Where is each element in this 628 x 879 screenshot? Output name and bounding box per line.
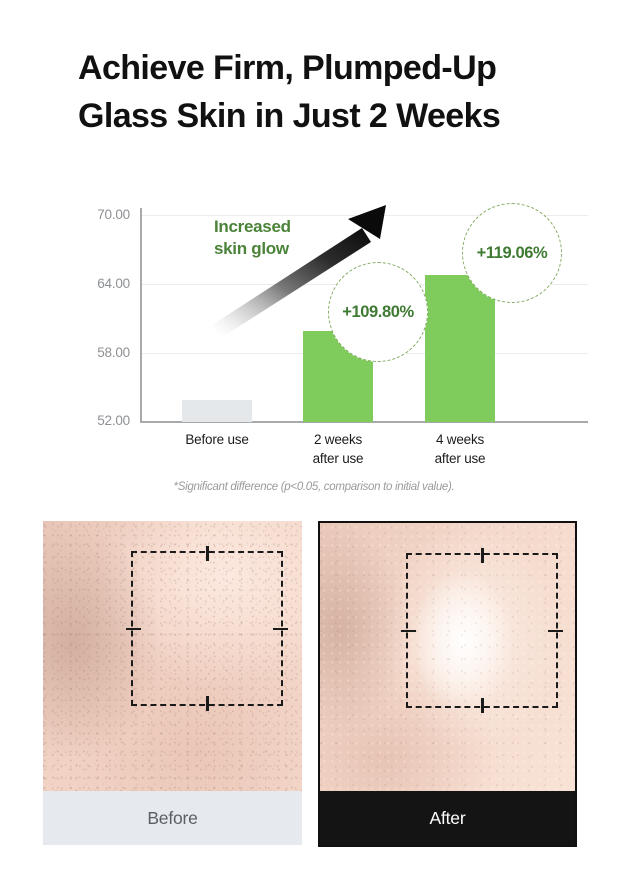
roi-tick-right-icon (548, 629, 563, 632)
bar-4-weeks-after-use (425, 274, 495, 422)
x-label-before-use-line-1: Before use (185, 432, 249, 447)
x-label-4-weeks-line-2: after use (434, 451, 486, 467)
after-skin-texture (320, 523, 575, 791)
x-label-2-weeks-line-1: 2 weeks (313, 432, 363, 447)
callout-increase-4-weeks: +119.06% (462, 203, 562, 303)
trend-annotation-label: Increased skin glow (214, 216, 324, 260)
before-photo (43, 521, 302, 791)
x-label-2-weeks-line-2: after use (312, 451, 364, 467)
roi-tick-left-icon (126, 627, 141, 630)
upward-trend-arrow-icon (212, 205, 386, 338)
y-tick-label-52: 52.00 (97, 413, 130, 428)
trend-annotation-line-1: Increased (214, 217, 291, 236)
x-label-4-weeks-after-use: 4 weeks after use (400, 430, 520, 468)
skin-glow-bar-chart: 70.00 64.00 58.00 52.00 Increased skin g… (58, 0, 588, 505)
y-tick-label-64: 64.00 (97, 276, 130, 291)
y-tick-label-70: 70.00 (97, 207, 130, 222)
page-title-line-1: Achieve Firm, Plumped-Up (78, 49, 497, 87)
page-title: Achieve Firm, Plumped-Up Glass Skin in J… (78, 44, 578, 141)
after-photo (320, 523, 575, 791)
callout-increase-4-weeks-value: +119.06% (476, 243, 548, 262)
callout-increase-2-weeks: +109.80% (328, 262, 428, 362)
x-label-2-weeks-after-use: 2 weeks after use (278, 430, 398, 468)
y-tick-label-58: 58.00 (97, 345, 130, 360)
trend-annotation-line-2: skin glow (214, 239, 289, 259)
y-axis-line (140, 208, 142, 423)
page-title-line-2: Glass Skin in Just 2 Weeks (78, 97, 501, 136)
before-panel: Before (43, 521, 302, 845)
roi-tick-left-icon (401, 629, 416, 632)
bar-before-use (182, 400, 252, 422)
x-label-before-use: Before use (157, 430, 277, 449)
roi-tick-top-icon (206, 546, 209, 561)
after-panel: After (318, 521, 577, 847)
chart-footnote: *Significant difference (p<0.05, compari… (173, 481, 455, 493)
before-measurement-region (126, 546, 288, 711)
roi-tick-top-icon (481, 548, 484, 563)
before-caption: Before (43, 791, 302, 845)
roi-tick-right-icon (273, 627, 288, 630)
after-measurement-region (401, 548, 563, 713)
y-axis-tick-labels: 70.00 64.00 58.00 52.00 (58, 0, 130, 505)
roi-tick-bottom-icon (481, 698, 484, 713)
roi-tick-bottom-icon (206, 696, 209, 711)
before-skin-texture (43, 521, 302, 791)
after-caption: After (320, 791, 575, 845)
callout-increase-2-weeks-value: +109.80% (342, 302, 414, 321)
x-label-4-weeks-line-1: 4 weeks (435, 432, 485, 447)
